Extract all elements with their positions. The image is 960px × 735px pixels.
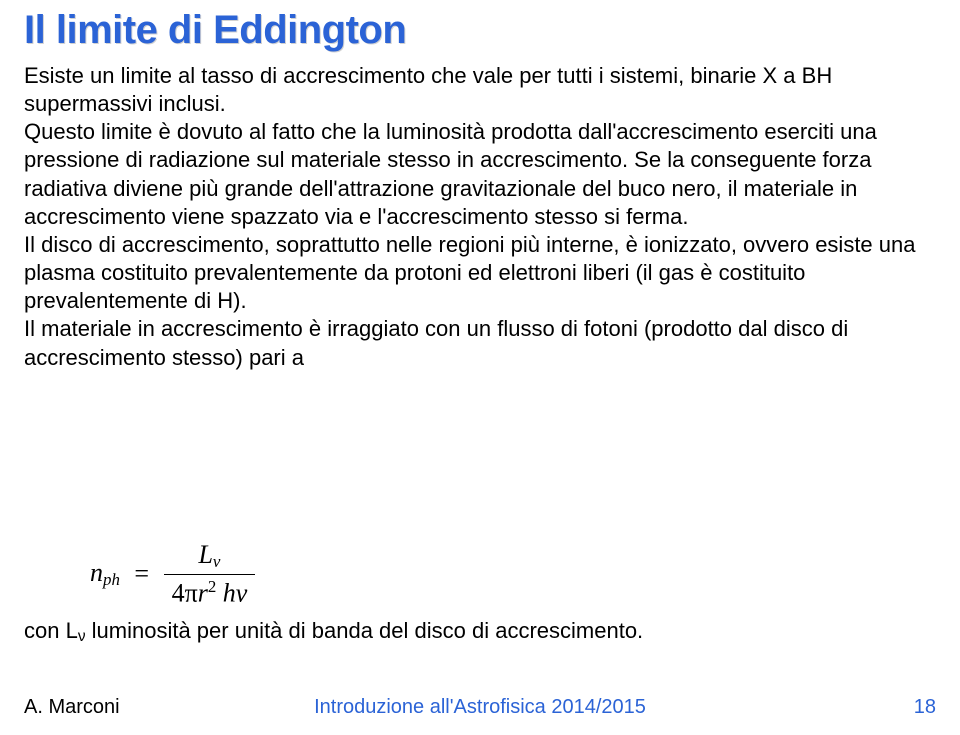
footer: A. Marconi Introduzione all'Astrofisica … — [0, 689, 960, 719]
formula-num-sub: ν — [213, 552, 221, 571]
closing-line: con Lν luminosità per unità di banda del… — [24, 618, 643, 646]
formula-fraction: Lν 4πr2 hν — [164, 540, 256, 609]
formula-num-base: L — [198, 540, 212, 569]
formula-numerator: Lν — [164, 540, 256, 575]
footer-course: Introduzione all'Astrofisica 2014/2015 — [314, 696, 646, 719]
footer-author: A. Marconi — [24, 696, 120, 719]
closing-sub: ν — [78, 628, 86, 645]
footer-page-number: 18 — [914, 696, 936, 719]
closing-post: luminosità per unità di banda del disco … — [86, 618, 644, 643]
formula-lhs-sub: ph — [103, 570, 120, 589]
formula-denominator: 4πr2 hν — [164, 575, 256, 608]
formula-den-r: r — [198, 579, 208, 608]
formula-den-coeff: 4π — [172, 579, 198, 608]
slide-title: Il limite di Eddington — [24, 8, 406, 53]
formula-equals: = — [134, 559, 149, 589]
body-paragraph: Esiste un limite al tasso di accrescimen… — [24, 62, 936, 372]
closing-pre: con L — [24, 618, 78, 643]
formula-den-tail: hν — [216, 579, 247, 608]
formula-lhs: nph — [90, 558, 120, 590]
formula-nph: nph = Lν 4πr2 hν — [90, 540, 255, 609]
formula-lhs-base: n — [90, 558, 103, 587]
formula-den-r-exp: 2 — [208, 577, 216, 596]
